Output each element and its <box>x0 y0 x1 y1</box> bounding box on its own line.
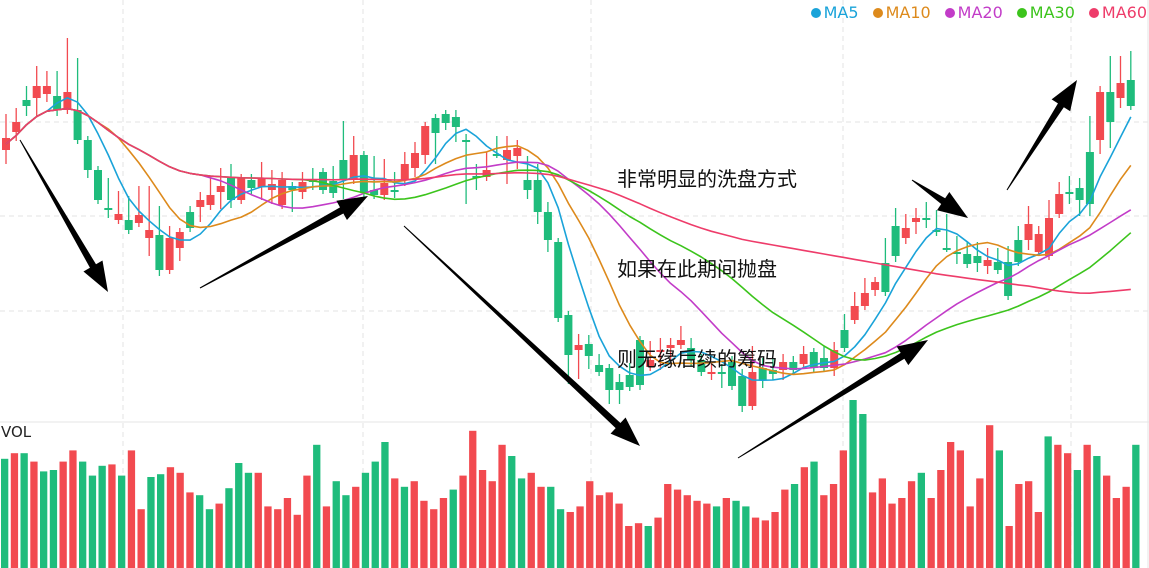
moving-average-lines <box>5 97 1132 382</box>
ma10-dot-icon <box>872 7 883 18</box>
annotation-arrows <box>19 80 1077 459</box>
volume-panel-label: VOL <box>1 423 32 441</box>
legend-label-ma10: MA10 <box>885 3 931 22</box>
ma60-dot-icon <box>1088 7 1099 18</box>
annotation-text: 非常明显的洗盘方式 如果在此期间抛盘 则无缘后续的筹码 <box>617 104 797 434</box>
legend-item-ma10[interactable]: MA10 <box>872 3 931 22</box>
ma-legend: MA5 MA10 MA20 MA30 MA60 <box>810 3 1147 22</box>
candles <box>2 38 1135 412</box>
legend-label-ma60: MA60 <box>1101 3 1147 22</box>
annotation-line-1: 非常明显的洗盘方式 <box>617 167 797 191</box>
ma5-dot-icon <box>810 7 821 18</box>
legend-label-ma20: MA20 <box>957 3 1003 22</box>
legend-item-ma20[interactable]: MA20 <box>944 3 1003 22</box>
legend-item-ma5[interactable]: MA5 <box>810 3 859 22</box>
legend-item-ma60[interactable]: MA60 <box>1088 3 1147 22</box>
ma30-dot-icon <box>1016 7 1027 18</box>
legend-item-ma30[interactable]: MA30 <box>1016 3 1075 22</box>
legend-label-ma5: MA5 <box>823 3 859 22</box>
volume-bars <box>1 400 1140 568</box>
annotation-line-3: 则无缘后续的筹码 <box>617 347 777 371</box>
legend-label-ma30: MA30 <box>1029 3 1075 22</box>
ma20-dot-icon <box>944 7 955 18</box>
annotation-line-2: 如果在此期间抛盘 <box>617 257 777 281</box>
